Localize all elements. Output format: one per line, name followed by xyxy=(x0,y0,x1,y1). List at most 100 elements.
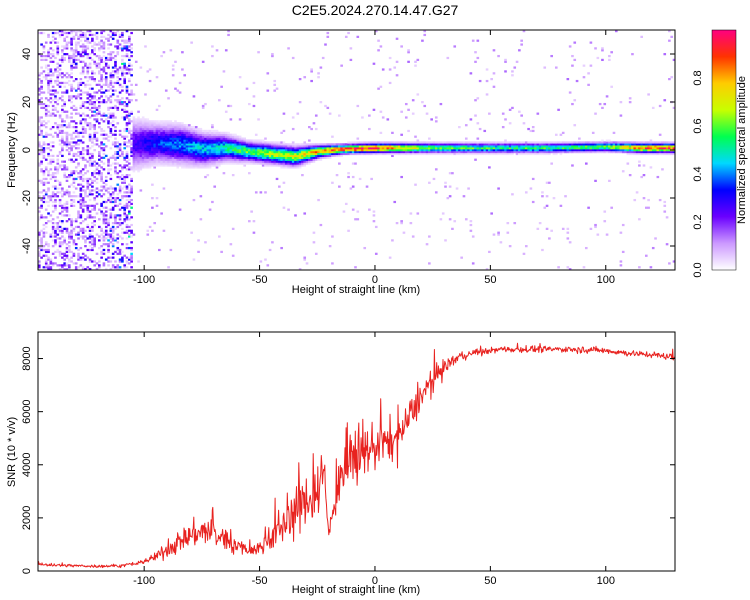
spectrogram-cell xyxy=(54,193,57,196)
spectrogram-cell xyxy=(608,150,611,154)
spectrogram-cell xyxy=(571,164,574,167)
spectrogram-cell xyxy=(432,150,436,154)
spectrogram-cell xyxy=(229,149,233,152)
spectrogram-cell xyxy=(63,239,66,242)
spectrogram-cell xyxy=(123,204,127,207)
spectrogram-cell xyxy=(441,150,445,154)
spectrogram-cell xyxy=(116,156,120,159)
spectrogram-cell xyxy=(571,147,574,150)
spectrogram-cell xyxy=(40,97,43,100)
spectrogram-cell xyxy=(234,162,237,165)
spectrogram-cell xyxy=(554,152,558,156)
spectrogram-cell xyxy=(102,112,106,115)
spectrogram-cell xyxy=(347,31,350,35)
spectrogram-cell xyxy=(515,150,519,154)
spectrogram-cell xyxy=(54,68,57,71)
spectrogram-cell xyxy=(100,118,103,121)
spectrogram-cell xyxy=(79,81,83,85)
spectrogram-cell xyxy=(282,160,286,163)
spectrogram-cell xyxy=(513,222,517,225)
spectrogram-cell xyxy=(167,135,170,138)
spectrogram-cell xyxy=(543,147,547,150)
spectrogram-cell xyxy=(354,150,357,154)
spectrogram-cell xyxy=(81,102,85,106)
spectrogram-cell xyxy=(70,62,73,65)
spectrogram-cell xyxy=(252,149,256,152)
spectrogram-cell xyxy=(566,231,570,234)
spectrogram-cell xyxy=(58,35,62,38)
spectrogram-cell xyxy=(114,197,117,200)
spectrogram-cell xyxy=(596,150,600,154)
spectrogram-cell xyxy=(93,164,96,167)
spectrogram-cell xyxy=(252,158,256,161)
spectrogram-cell xyxy=(114,168,117,171)
spectrogram-cell xyxy=(183,152,187,156)
spectrogram-cell xyxy=(77,200,80,204)
spectrogram-cell xyxy=(134,133,138,136)
spectrogram-cell xyxy=(388,141,392,144)
spectrogram-cell xyxy=(174,139,177,142)
spectrogram-cell xyxy=(287,147,290,150)
spectrogram-cell xyxy=(58,164,62,167)
spectrogram-cell xyxy=(264,147,267,150)
spectrogram-cell xyxy=(192,145,196,148)
spectrogram-cell xyxy=(647,145,650,148)
spectrogram-cell xyxy=(65,89,69,92)
spectrogram-cell xyxy=(617,141,620,144)
spectrogram-cell xyxy=(79,60,83,63)
spectrogram-cell xyxy=(70,256,73,259)
spectrogram-cell xyxy=(531,152,535,156)
spectrogram-cell xyxy=(548,181,551,184)
spectrogram-cell xyxy=(107,248,110,252)
spectrogram-cell xyxy=(109,156,113,159)
spectrogram-cell xyxy=(38,206,41,209)
spectrogram-cell xyxy=(65,116,69,119)
spectrogram-cell xyxy=(93,101,96,104)
spectrogram-cell xyxy=(541,152,544,156)
spectrogram-cell xyxy=(227,30,230,33)
spectrogram-cell xyxy=(54,243,57,246)
spectrogram-cell xyxy=(289,143,293,146)
spectrogram-cell xyxy=(148,124,152,127)
spectrogram-cell xyxy=(86,72,90,75)
spectrogram-cell xyxy=(70,195,73,198)
spectrogram-cell xyxy=(377,39,380,42)
spectrogram-cell xyxy=(213,154,217,158)
spectrogram-cell xyxy=(624,141,627,144)
spectrogram-cell xyxy=(524,147,528,150)
spectrogram-cell xyxy=(552,145,556,148)
spectrogram-cell xyxy=(351,141,355,144)
spectrogram-cell xyxy=(527,127,530,131)
spectrogram-cell xyxy=(229,135,233,138)
spectrogram-cell xyxy=(365,147,369,150)
spectrogram-cell xyxy=(536,152,540,156)
spectrogram-cell xyxy=(661,147,664,150)
spectrogram-cell xyxy=(125,229,129,232)
spectrogram-cell xyxy=(56,45,60,48)
spectrogram-cell xyxy=(204,141,207,144)
spectrogram-cell xyxy=(56,133,60,136)
spectrogram-cell xyxy=(63,174,66,177)
spectrogram-cell xyxy=(663,150,667,154)
spectrogram-cell xyxy=(621,170,625,173)
spectrogram-cell xyxy=(192,95,196,98)
spectrogram-cell xyxy=(372,150,376,154)
spectrogram-cell xyxy=(144,166,147,169)
spectrogram-cell xyxy=(61,118,64,121)
spectrogram-cell xyxy=(40,129,43,133)
spectrogram-cell xyxy=(130,231,133,234)
spectrogram-cell xyxy=(77,266,80,269)
spectrogram-cell xyxy=(70,106,73,110)
spectrogram-cell xyxy=(102,212,106,215)
spectrogram-cell xyxy=(141,124,145,127)
spectrogram-cell xyxy=(51,218,55,221)
spectrogram-cell xyxy=(254,149,258,152)
spectrogram-cell xyxy=(104,187,108,190)
spectrogram-cell xyxy=(462,149,466,152)
spectrogram-cell xyxy=(155,135,159,138)
spectrogram-cell xyxy=(164,152,168,156)
spectrogram-cell xyxy=(513,147,517,150)
spectrogram-cell xyxy=(169,143,173,146)
spectrogram-cell xyxy=(234,158,237,161)
spectrogram-cell xyxy=(114,72,117,75)
